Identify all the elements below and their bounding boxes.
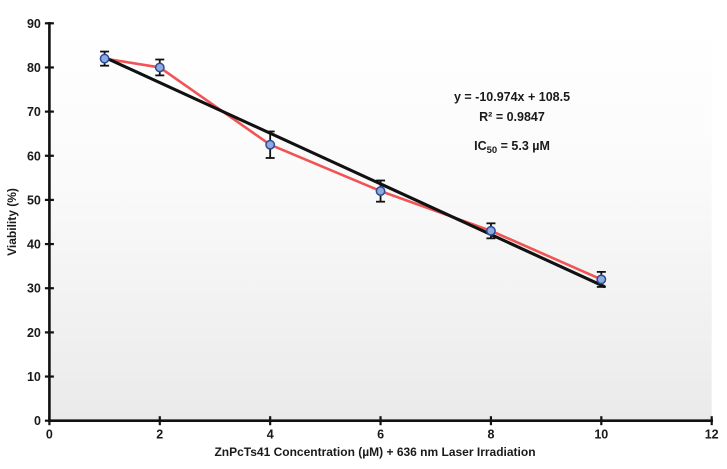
annotation-ic50: IC50 = 5.3 µM: [474, 139, 550, 156]
series-line: [104, 57, 602, 281]
data-point-marker: [485, 225, 496, 236]
x-tick-label: 12: [705, 428, 719, 442]
annotation-ic50-subscript: 50: [487, 145, 498, 156]
x-axis-title: ZnPcTs41 Concentration (µM) + 636 nm Las…: [214, 445, 535, 459]
x-tick-label: 0: [46, 428, 53, 442]
data-point-marker: [265, 139, 276, 150]
y-axis-title: Viability (%): [5, 188, 19, 256]
y-tick-label: 40: [27, 238, 41, 252]
plot-area: [49, 23, 712, 421]
annotation-r-squared: R² = 0.9847: [479, 110, 545, 124]
x-tick-label: 2: [156, 428, 163, 442]
y-tick-label: 80: [27, 61, 41, 75]
data-point-marker: [99, 53, 110, 64]
annotation-equation: y = -10.974x + 108.5: [454, 90, 570, 104]
data-point-marker: [596, 274, 607, 285]
y-tick-label: 10: [27, 370, 41, 384]
y-tick-label: 30: [27, 282, 41, 296]
annotation-ic50-suffix: = 5.3 µM: [497, 139, 550, 153]
y-tick-label: 90: [27, 17, 41, 31]
data-point-marker: [375, 186, 386, 197]
y-tick-label: 20: [27, 326, 41, 340]
x-tick-label: 4: [267, 428, 274, 442]
x-tick-label: 10: [594, 428, 608, 442]
trendline: [103, 55, 606, 289]
x-tick-label: 6: [377, 428, 384, 442]
x-tick-label: 8: [487, 428, 494, 442]
annotation-ic50-prefix: IC: [474, 139, 487, 153]
y-tick-label: 50: [27, 193, 41, 207]
y-tick-label: 70: [27, 105, 41, 119]
data-point-marker: [154, 62, 165, 73]
y-tick-label: 0: [34, 414, 41, 428]
y-tick-label: 60: [27, 149, 41, 163]
